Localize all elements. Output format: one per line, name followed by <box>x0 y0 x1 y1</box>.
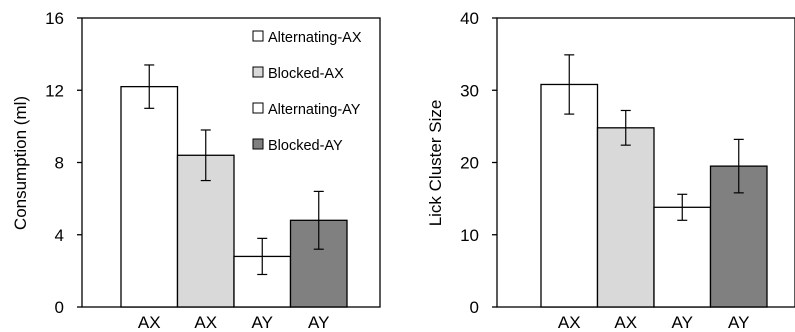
legend-label: Blocked-AX <box>268 66 344 82</box>
x-tick-label: AX <box>194 313 217 332</box>
y-tick-label: 10 <box>460 226 479 245</box>
legend-swatch <box>252 66 264 78</box>
legend-swatch <box>252 30 264 42</box>
y-tick-label: 16 <box>45 9 64 28</box>
bar <box>653 206 712 308</box>
bar <box>120 85 179 308</box>
legend-swatch <box>252 138 264 150</box>
x-tick-label: AX <box>614 313 637 332</box>
x-tick-label: AX <box>558 313 581 332</box>
x-tick-label: AY <box>672 313 693 332</box>
lick-cluster-chart: Lick Cluster Size 0 10 20 30 40 AX AX AY AY <box>426 9 795 332</box>
legend-label: Alternating-AX <box>268 30 362 46</box>
y-tick-label: 30 <box>460 81 479 100</box>
legend-swatch <box>252 102 264 114</box>
y-tick-label: 8 <box>55 154 64 173</box>
x-tick-label: AX <box>138 313 161 332</box>
y-axis-label: Lick Cluster Size <box>426 100 445 227</box>
consumption-chart: Consumption (ml) Alternating-AX Blocked-A… <box>11 9 381 332</box>
y-tick-label: 40 <box>460 9 479 28</box>
bar <box>540 83 599 308</box>
y-tick-label: 0 <box>55 298 64 317</box>
y-tick-label: 0 <box>470 298 479 317</box>
y-tick-label: 20 <box>460 154 479 173</box>
bar <box>596 127 655 308</box>
y-axis-label: Consumption (ml) <box>11 96 30 230</box>
x-tick-label: AY <box>308 313 329 332</box>
legend: Alternating-AX Blocked-AX Alternating-AY Bl… <box>252 30 362 154</box>
y-tick-label: 12 <box>45 81 64 100</box>
legend-label: Alternating-AY <box>268 102 361 118</box>
bar <box>176 154 235 308</box>
y-tick-label: 4 <box>55 226 64 245</box>
x-tick-label: AY <box>728 313 749 332</box>
x-tick-label: AY <box>252 313 273 332</box>
legend-label: Blocked-AY <box>268 138 343 154</box>
